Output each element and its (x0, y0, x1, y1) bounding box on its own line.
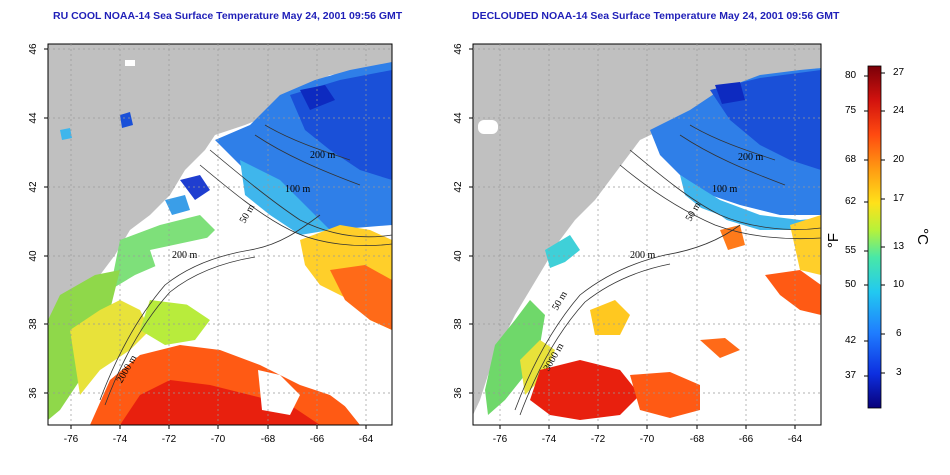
colorbar-f-tick: 37 (845, 370, 857, 381)
colorbar-c-tick: 3 (896, 367, 902, 378)
land-mass (48, 44, 392, 380)
left-x-axis: -76 -74 -72 -70 -68 -66 -64 (64, 425, 374, 445)
right-y-axis: 46 44 42 40 38 36 (453, 43, 473, 399)
right-lon-tick: -70 (640, 434, 655, 445)
colorbar-c-tick: 27 (893, 67, 905, 78)
right-contour-label-3: 200 m (630, 250, 656, 261)
left-lon-tick: -72 (162, 434, 177, 445)
right-gridlines (473, 44, 821, 425)
right-lat-tick: 42 (453, 181, 464, 193)
left-lat-tick: 38 (28, 318, 39, 330)
right-lat-tick: 44 (453, 112, 464, 124)
colorbar-c-tick: 10 (893, 279, 905, 290)
right-lat-tick: 36 (453, 387, 464, 399)
right-panel-title: DECLOUDED NOAA-14 Sea Surface Temperatur… (472, 10, 840, 22)
right-x-axis: -76 -74 -72 -70 -68 -66 -64 (493, 425, 803, 445)
left-lat-tick: 42 (28, 181, 39, 193)
left-lon-tick: -74 (113, 434, 128, 445)
right-lon-tick: -68 (690, 434, 705, 445)
colorbar-c-tick: 17 (893, 193, 905, 204)
colorbar-f-tick: 80 (845, 70, 857, 81)
colorbar-f-tick: 42 (845, 335, 857, 346)
colorbar-unit-celsius: °C (913, 228, 931, 245)
right-lon-tick: -74 (542, 434, 557, 445)
right-lon-tick: -66 (739, 434, 754, 445)
colorbar-c-tick: 6 (896, 328, 902, 339)
left-lon-tick: -76 (64, 434, 79, 445)
colorbar-f-tick: 62 (845, 196, 857, 207)
colorbar-c-tick: 24 (893, 105, 905, 116)
left-lat-tick: 46 (28, 43, 39, 55)
left-plot-frame (47, 43, 393, 426)
left-lat-tick: 40 (28, 250, 39, 262)
colorbar-f-tick: 55 (845, 245, 857, 256)
colorbar-ticks (864, 72, 885, 377)
right-lat-tick: 38 (453, 318, 464, 330)
left-map-layers (48, 44, 392, 425)
right-lon-tick: -64 (788, 434, 803, 445)
left-lon-tick: -68 (261, 434, 276, 445)
right-contour-label-0: 200 m (738, 152, 764, 163)
right-lat-tick: 40 (453, 250, 464, 262)
colorbar-f-tick: 50 (845, 279, 857, 290)
left-contour-label-1: 100 m (285, 184, 311, 195)
right-contour-label-1: 100 m (712, 184, 738, 195)
left-panel-title: RU COOL NOAA-14 Sea Surface Temperature … (53, 10, 403, 22)
left-lon-tick: -70 (211, 434, 226, 445)
right-bathymetry-contours (514, 124, 822, 416)
left-gridlines (48, 44, 392, 425)
land-mass (473, 44, 821, 415)
colorbar-c-tick: 20 (893, 154, 905, 165)
colorbar-unit-fahrenheit: °F (825, 232, 843, 249)
colorbar-c-tick: 13 (893, 241, 905, 252)
right-lon-tick: -72 (591, 434, 606, 445)
left-lon-tick: -64 (359, 434, 374, 445)
left-y-axis: 46 44 42 40 38 36 (28, 43, 48, 399)
left-lat-tick: 44 (28, 112, 39, 124)
left-lat-tick: 36 (28, 387, 39, 399)
colorbar-f-tick: 68 (845, 154, 857, 165)
left-contour-label-3: 200 m (172, 250, 198, 261)
colorbar-f-tick: 75 (845, 105, 857, 116)
colorbar (867, 65, 882, 409)
right-lat-tick: 46 (453, 43, 464, 55)
left-contour-label-0: 200 m (310, 150, 336, 161)
left-bathymetry-contours (99, 124, 393, 406)
left-lon-tick: -66 (310, 434, 325, 445)
right-lon-tick: -76 (493, 434, 508, 445)
